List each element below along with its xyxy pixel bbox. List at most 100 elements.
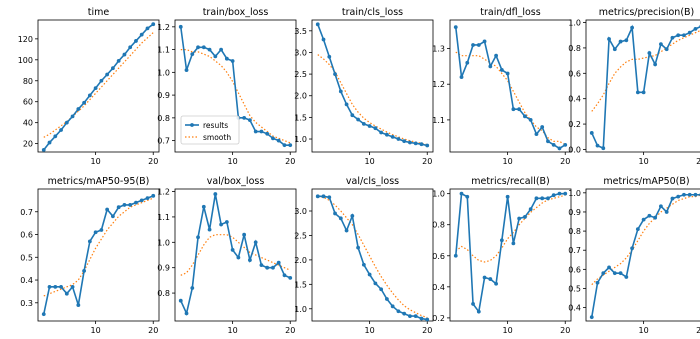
results-point-2-19 — [425, 143, 430, 148]
results-point-4-10 — [647, 51, 652, 55]
results-point-0-3 — [59, 128, 63, 132]
results-point-1-13 — [253, 129, 258, 134]
panel-frame-5 — [37, 188, 160, 322]
y-tick-label-1-0: 0.7 — [157, 137, 170, 146]
smooth-line-2 — [317, 54, 428, 146]
y-tick-label-2-2: 2.0 — [294, 92, 307, 101]
results-point-9-14 — [670, 196, 675, 201]
panel-frame-4 — [585, 19, 700, 153]
y-tick-label-0-0: 20 — [23, 140, 33, 149]
panel-frame-2 — [311, 19, 434, 153]
y-tick-label-4-3: 0.6 — [568, 69, 581, 78]
x-tick-label-2-0: 10 — [365, 157, 375, 166]
results-point-9-13 — [664, 210, 669, 214]
results-point-5-5 — [70, 284, 75, 289]
y-tick-label-0-3: 80 — [23, 77, 33, 86]
results-point-5-3 — [59, 284, 63, 289]
y-tick-label-5-2: 0.5 — [20, 253, 33, 262]
results-point-2-13 — [390, 134, 395, 139]
y-tick-label-7-4: 3.0 — [294, 207, 307, 216]
results-point-6-13 — [253, 240, 258, 245]
y-tick-label-6-2: 1.0 — [157, 238, 170, 247]
results-point-5-4 — [64, 291, 69, 296]
panel-title-3: train/dfl_loss — [480, 7, 540, 18]
panel-frame-7 — [311, 188, 434, 322]
y-tick-label-7-2: 2.0 — [294, 256, 307, 265]
results-point-5-1 — [47, 284, 52, 289]
results-point-8-16 — [546, 196, 550, 201]
results-point-7-2 — [327, 195, 332, 200]
results-point-0-0 — [41, 148, 46, 152]
y-tick-label-4-0: 0.0 — [568, 145, 581, 154]
x-tick-label-3-0: 10 — [503, 157, 513, 166]
results-point-5-18 — [145, 196, 150, 201]
results-point-4-3 — [607, 37, 611, 41]
results-point-9-3 — [607, 265, 611, 270]
panel-title-6: val/box_loss — [207, 176, 265, 187]
x-tick-label-5-0: 10 — [91, 326, 101, 335]
results-point-9-0 — [589, 315, 594, 320]
results-point-0-13 — [116, 58, 121, 63]
y-tick-label-0-1: 40 — [23, 119, 33, 128]
y-tick-label-4-5: 1.0 — [568, 19, 581, 28]
results-point-1-4 — [201, 45, 206, 50]
y-tick-label-6-4: 1.2 — [157, 188, 170, 197]
results-point-3-5 — [482, 39, 487, 44]
results-point-0-18 — [145, 26, 150, 31]
results-point-2-10 — [373, 126, 378, 131]
results-point-2-12 — [385, 132, 389, 137]
x-tick-label-3-1: 20 — [560, 157, 570, 166]
results-point-5-17 — [139, 198, 144, 203]
y-tick-label-9-0: 0.4 — [568, 304, 581, 313]
y-tick-label-0-4: 100 — [18, 56, 33, 65]
results-point-6-14 — [259, 263, 264, 268]
legend-results-marker — [190, 123, 194, 127]
results-point-8-15 — [540, 196, 545, 201]
results-point-2-17 — [413, 141, 418, 146]
results-point-7-3 — [333, 211, 337, 216]
y-tick-label-8-1: 0.4 — [432, 283, 445, 292]
panel-frame-9 — [585, 188, 700, 322]
results-point-7-12 — [385, 297, 389, 301]
results-point-0-19 — [151, 22, 156, 27]
results-point-7-7 — [356, 245, 360, 250]
results-point-1-6 — [213, 54, 218, 59]
y-tick-label-2-5: 3.5 — [294, 27, 307, 36]
results-point-1-18 — [282, 143, 287, 148]
smooth-line-5 — [43, 197, 154, 297]
results-point-3-15 — [540, 125, 545, 129]
results-point-0-6 — [76, 107, 81, 111]
panel-frame-6 — [174, 188, 297, 322]
results-point-3-11 — [517, 107, 522, 112]
y-tick-label-8-4: 1.0 — [432, 190, 445, 199]
results-point-9-6 — [624, 275, 629, 279]
results-point-2-11 — [379, 130, 384, 135]
results-point-8-17 — [551, 193, 556, 198]
results-point-0-4 — [64, 120, 69, 125]
results-point-6-5 — [207, 227, 212, 232]
results-point-3-8 — [499, 68, 504, 72]
results-point-5-6 — [76, 303, 81, 307]
panel-title-0: time — [88, 7, 110, 18]
results-point-7-10 — [373, 281, 378, 286]
results-point-6-2 — [190, 286, 195, 290]
results-line-6 — [180, 193, 291, 316]
y-tick-label-9-5: 0.9 — [568, 208, 581, 217]
results-point-8-2 — [465, 194, 470, 199]
results-point-9-15 — [676, 194, 681, 199]
results-point-3-16 — [546, 139, 550, 144]
results-point-0-11 — [105, 72, 110, 77]
x-tick-label-7-1: 20 — [422, 326, 432, 335]
results-point-7-17 — [413, 314, 418, 319]
results-point-5-11 — [105, 207, 110, 212]
results-point-2-15 — [402, 139, 407, 144]
results-point-2-2 — [327, 54, 332, 59]
panel-frame-3 — [449, 19, 572, 153]
panel-frame-8 — [449, 188, 572, 322]
y-tick-label-9-6: 1.0 — [568, 189, 581, 198]
results-point-7-13 — [390, 304, 395, 309]
results-point-0-5 — [70, 114, 75, 119]
x-tick-label-8-0: 10 — [503, 326, 513, 335]
y-tick-label-4-2: 0.4 — [568, 95, 581, 104]
results-point-1-3 — [196, 45, 200, 50]
